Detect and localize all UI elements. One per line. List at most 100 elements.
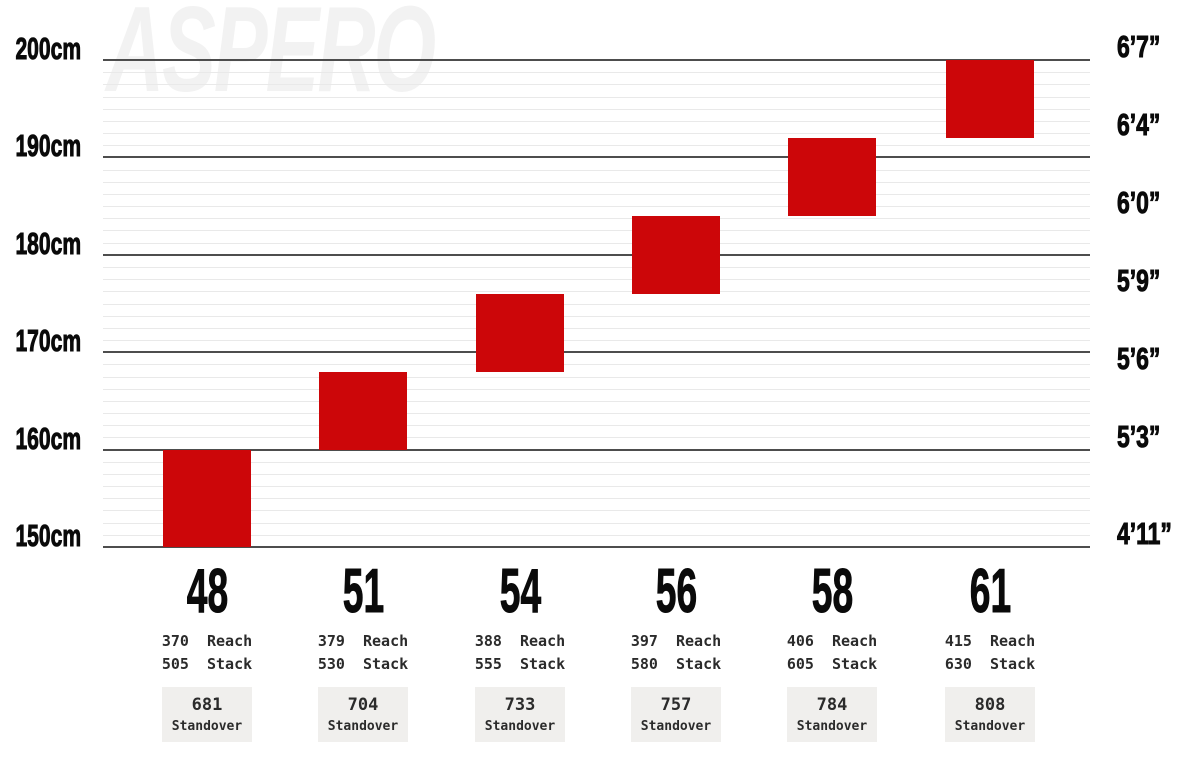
right-axis-tick-160cm: 5’3” bbox=[1117, 418, 1176, 454]
standover-label: Standover bbox=[640, 719, 712, 734]
height-range-bar-size-61 bbox=[946, 60, 1034, 138]
right-axis-tick-label: 5’3” bbox=[1117, 418, 1161, 454]
standover-label: Standover bbox=[796, 719, 868, 734]
stack-value-51: 530 Stack bbox=[317, 655, 409, 673]
standover-box-48: 681 Standover bbox=[162, 687, 252, 742]
gridline-major-160cm bbox=[103, 448, 1090, 451]
gridline-minor bbox=[103, 340, 1090, 342]
right-axis-tick-label: 6’4” bbox=[1117, 106, 1161, 142]
left-axis-tick-180cm: 180cm bbox=[0, 225, 86, 261]
gridline-major-180cm bbox=[103, 253, 1090, 256]
left-axis-tick-160cm: 160cm bbox=[0, 420, 86, 456]
size-label-51: 51 bbox=[283, 557, 443, 626]
gridline-minor bbox=[103, 364, 1090, 366]
size-label-61: 61 bbox=[910, 557, 1070, 626]
left-axis-tick-190cm: 190cm bbox=[0, 128, 86, 164]
gridline-minor bbox=[103, 72, 1090, 74]
left-axis-tick-label: 150cm bbox=[15, 518, 82, 553]
gridline-minor bbox=[103, 522, 1090, 524]
standover-box-61: 808 Standover bbox=[945, 687, 1035, 742]
reach-value-54: 388 Reach bbox=[474, 632, 566, 650]
gridline-minor bbox=[103, 437, 1090, 439]
height-range-bar-size-54 bbox=[476, 293, 564, 372]
left-axis-tick-label: 180cm bbox=[15, 225, 82, 261]
gridline-minor bbox=[103, 461, 1090, 463]
height-range-bar-size-48 bbox=[163, 449, 251, 547]
gridline-minor bbox=[103, 486, 1090, 488]
standover-label: Standover bbox=[327, 719, 399, 734]
gridline-minor bbox=[103, 266, 1090, 268]
right-axis-tick-184cm: 6’0” bbox=[1117, 186, 1176, 218]
right-axis-tick-200cm: 6’7” bbox=[1117, 29, 1176, 64]
height-range-bar-size-56 bbox=[632, 215, 720, 294]
left-axis-tick-label: 200cm bbox=[15, 31, 82, 66]
standover-value: 681 bbox=[191, 695, 223, 715]
left-axis-tick-170cm: 170cm bbox=[0, 325, 86, 357]
standover-box-58: 784 Standover bbox=[787, 687, 877, 742]
gridline-minor bbox=[103, 120, 1090, 122]
gridline-minor bbox=[103, 206, 1090, 208]
gridline-minor bbox=[103, 376, 1090, 378]
gridline-minor bbox=[103, 400, 1090, 402]
gridline-minor bbox=[103, 242, 1090, 244]
standover-value: 808 bbox=[974, 695, 1006, 715]
size-label-text: 58 bbox=[811, 557, 853, 626]
size-label-text: 54 bbox=[499, 557, 541, 626]
right-axis-tick-label: 5’9” bbox=[1117, 262, 1161, 298]
right-axis-tick-label: 6’7” bbox=[1117, 29, 1161, 64]
gridline-minor bbox=[103, 413, 1090, 415]
size-label-text: 48 bbox=[186, 557, 228, 626]
left-axis-tick-label: 190cm bbox=[15, 128, 82, 164]
size-label-text: 61 bbox=[969, 557, 1011, 626]
left-axis-tick-150cm: 150cm bbox=[0, 518, 86, 553]
height-range-bar-size-51 bbox=[319, 371, 407, 450]
gridline-major-170cm bbox=[103, 351, 1090, 354]
standover-box-51: 704 Standover bbox=[318, 687, 408, 742]
size-label-text: 51 bbox=[342, 557, 384, 626]
right-axis-tick-label: 5’6” bbox=[1117, 340, 1161, 376]
reach-value-58: 406 Reach bbox=[786, 632, 878, 650]
gridline-minor bbox=[103, 534, 1090, 536]
stack-value-56: 580 Stack bbox=[630, 655, 722, 673]
size-label-text: 56 bbox=[655, 557, 697, 626]
reach-value-48: 370 Reach bbox=[161, 632, 253, 650]
right-axis-tick-176cm: 5’9” bbox=[1117, 262, 1176, 298]
stack-value-61: 630 Stack bbox=[944, 655, 1036, 673]
size-label-54: 54 bbox=[440, 557, 600, 626]
right-axis-tick-192cm: 6’4” bbox=[1117, 106, 1176, 142]
gridline-minor bbox=[103, 230, 1090, 232]
gridline-major-150cm bbox=[103, 546, 1090, 548]
gridline-minor bbox=[103, 108, 1090, 110]
standover-label: Standover bbox=[171, 719, 243, 734]
standover-box-56: 757 Standover bbox=[631, 687, 721, 742]
gridline-major-190cm bbox=[103, 156, 1090, 159]
gridline-minor bbox=[103, 145, 1090, 147]
gridline-minor bbox=[103, 279, 1090, 281]
gridline-minor bbox=[103, 327, 1090, 329]
gridline-minor bbox=[103, 388, 1090, 390]
stack-value-58: 605 Stack bbox=[786, 655, 878, 673]
gridline-minor bbox=[103, 425, 1090, 427]
gridline-minor bbox=[103, 133, 1090, 135]
gridline-major-200cm bbox=[103, 59, 1090, 61]
gridline-minor bbox=[103, 303, 1090, 305]
right-axis-tick-168cm: 5’6” bbox=[1117, 340, 1176, 376]
left-axis-tick-label: 160cm bbox=[15, 420, 82, 456]
standover-value: 784 bbox=[816, 695, 848, 715]
right-axis-tick-150cm: 4’11” bbox=[1117, 518, 1191, 550]
size-label-56: 56 bbox=[596, 557, 756, 626]
gridline-minor bbox=[103, 315, 1090, 317]
left-axis-tick-200cm: 200cm bbox=[0, 31, 86, 66]
watermark-aspero: ASPERO bbox=[106, 0, 436, 117]
gridline-minor bbox=[103, 96, 1090, 98]
reach-value-56: 397 Reach bbox=[630, 632, 722, 650]
gridline-minor bbox=[103, 193, 1090, 195]
reach-value-61: 415 Reach bbox=[944, 632, 1036, 650]
gridline-minor bbox=[103, 181, 1090, 183]
gridline-minor bbox=[103, 510, 1090, 512]
standover-label: Standover bbox=[484, 719, 556, 734]
gridline-minor bbox=[103, 473, 1090, 475]
gridline-minor bbox=[103, 498, 1090, 500]
standover-value: 704 bbox=[347, 695, 379, 715]
